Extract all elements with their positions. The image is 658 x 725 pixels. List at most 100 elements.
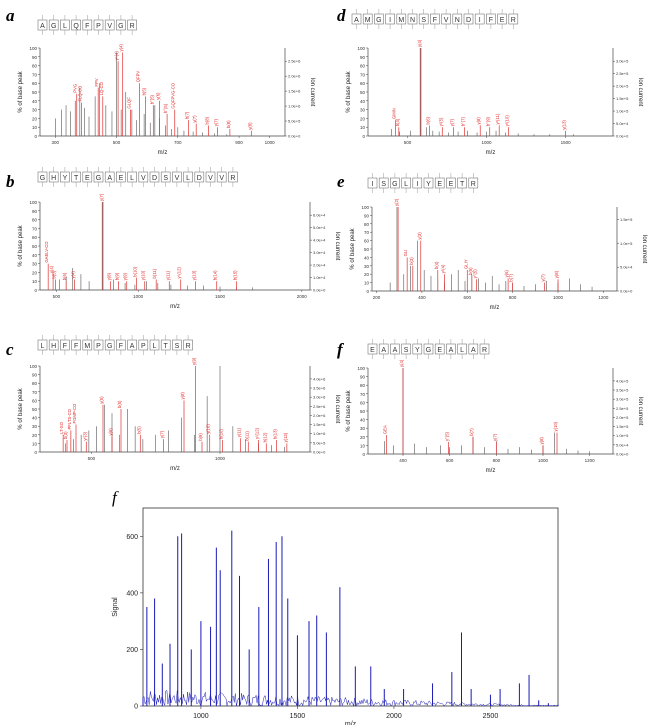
x-tick-label: 1000: [265, 140, 276, 145]
fragment-label: FLQ-CO: [77, 85, 82, 102]
y-tick-label: 60: [32, 235, 38, 240]
x-tick-label: 500: [88, 456, 96, 461]
y2-axis-label: Ion current: [637, 397, 643, 426]
spectrum-panel-b: G H Y T E G A E L V D S V L D V V R0102030405060708090100…: [18, 167, 340, 310]
sequence-residue: V: [208, 175, 213, 182]
panel-label-e: e: [337, 172, 345, 191]
y2-tick-label: 2.0e+5: [616, 415, 629, 420]
fragment-label: b(5): [142, 87, 147, 95]
sequence-residue: P: [96, 23, 101, 30]
x-tick-label: 2000: [297, 294, 308, 299]
x-tick-label: 1000: [215, 456, 226, 461]
y-axis-label: % of base peak: [18, 387, 24, 429]
sequence-residue: V: [141, 175, 146, 182]
y-tick-label: 10: [32, 441, 38, 446]
sequence-residue: T: [74, 175, 79, 182]
y-tick-label: 70: [364, 230, 370, 235]
x-tick-label: 2000: [386, 713, 402, 720]
x-tick-label: 200: [373, 295, 381, 300]
x-tick-label: 800: [509, 295, 517, 300]
x-tick-label: 1200: [585, 458, 596, 463]
y-tick-label: 0: [34, 288, 37, 293]
fragment-label: b(11): [152, 268, 157, 278]
y2-tick-label: 3.5e+5: [616, 388, 629, 393]
sequence-residue: G: [107, 343, 112, 350]
fragment-label: y(8): [180, 392, 185, 400]
sequence-residue: D: [466, 17, 471, 24]
y-tick-label: 40: [32, 416, 38, 421]
fragment-label: y(7): [159, 430, 164, 438]
fragment-label: y(4): [70, 271, 75, 279]
y-tick-label: 70: [32, 390, 38, 395]
y2-tick-label: 1.5e+6: [313, 422, 326, 427]
y-tick-label: 0: [362, 134, 365, 139]
y2-tick-label: 1.0e+4: [313, 275, 326, 280]
fragment-label: b(6): [426, 116, 431, 124]
sequence-residue: A: [381, 347, 386, 354]
fragment-label: b(14): [213, 270, 218, 280]
fragment-label: b(12): [262, 432, 267, 442]
sequence-residue: R: [130, 23, 135, 30]
y2-axis-label: Ion current: [309, 78, 315, 107]
y2-tick-label: 5.0e+4: [616, 121, 629, 126]
sequence-residue: I: [372, 181, 374, 188]
x-tick-label: 400: [418, 295, 426, 300]
x-axis-label: m/z: [170, 304, 180, 310]
y-tick-label: 90: [360, 375, 366, 380]
y2-tick-label: 4.0e+5: [616, 378, 629, 383]
y-axis-label: % of base peak: [18, 224, 24, 266]
fragment-label: y²(4): [441, 264, 446, 273]
sequence-residue: S: [421, 17, 426, 24]
y-tick-label: 90: [32, 209, 38, 214]
sequence-residue: I: [416, 181, 418, 188]
sequence-residue: A: [393, 347, 398, 354]
fragment-label: b(3): [63, 431, 68, 439]
y2-tick-label: 4.0e+4: [313, 238, 326, 243]
fragment-label: y(8): [106, 272, 111, 280]
y-tick-label: 60: [360, 81, 366, 86]
sequence-residue: F: [74, 343, 78, 350]
y-tick-label: 0: [366, 289, 369, 294]
fragment-label: y(7): [192, 115, 197, 123]
y-tick-label: 30: [32, 108, 38, 113]
y2-tick-label: 3.0e+5: [616, 397, 629, 402]
fragment-label: b(8): [204, 116, 209, 124]
y2-tick-label: 0.0e+0: [616, 134, 629, 139]
y-tick-label: 10: [32, 125, 38, 130]
fragment-label: y(4): [49, 265, 54, 273]
y2-tick-label: 1.0e+5: [616, 109, 629, 114]
sequence-residue: A: [40, 23, 45, 30]
fragment-label: b(8): [226, 120, 231, 128]
y-tick-label: 50: [360, 90, 366, 95]
sequence-residue: N: [455, 17, 460, 24]
fragment-label: b(7): [509, 274, 514, 282]
fragment-label: b(10): [219, 429, 224, 439]
y-tick-label: 50: [32, 90, 38, 95]
sequence-residue: G: [40, 175, 45, 182]
y-tick-label: 0: [362, 452, 365, 457]
x-tick-label: 500: [404, 140, 412, 145]
y2-tick-label: 0.0e+0: [313, 288, 326, 293]
y-tick-label: 400: [126, 590, 138, 597]
y2-tick-label: 0.0e+0: [288, 134, 301, 139]
fragment-label: y(10): [206, 424, 211, 434]
fragment-label: y²(11): [495, 113, 500, 124]
y-tick-label: 60: [360, 400, 366, 405]
y-tick-label: 80: [32, 381, 38, 386]
fragment-label: y(5): [99, 396, 104, 404]
y-tick-label: 70: [32, 72, 38, 77]
sequence-residue: E: [85, 175, 90, 182]
fragment-label: b°(9): [486, 116, 491, 126]
sequence-residue: L: [404, 181, 408, 188]
y-tick-label: 70: [32, 226, 38, 231]
fragment-label: GEA: [383, 425, 388, 434]
y-tick-label: 20: [32, 116, 38, 121]
y-tick-label: 100: [29, 200, 37, 205]
y-tick-label: 20: [32, 270, 38, 275]
y-tick-label: 50: [360, 409, 366, 414]
y2-tick-label: 0.0e+0: [620, 289, 633, 294]
